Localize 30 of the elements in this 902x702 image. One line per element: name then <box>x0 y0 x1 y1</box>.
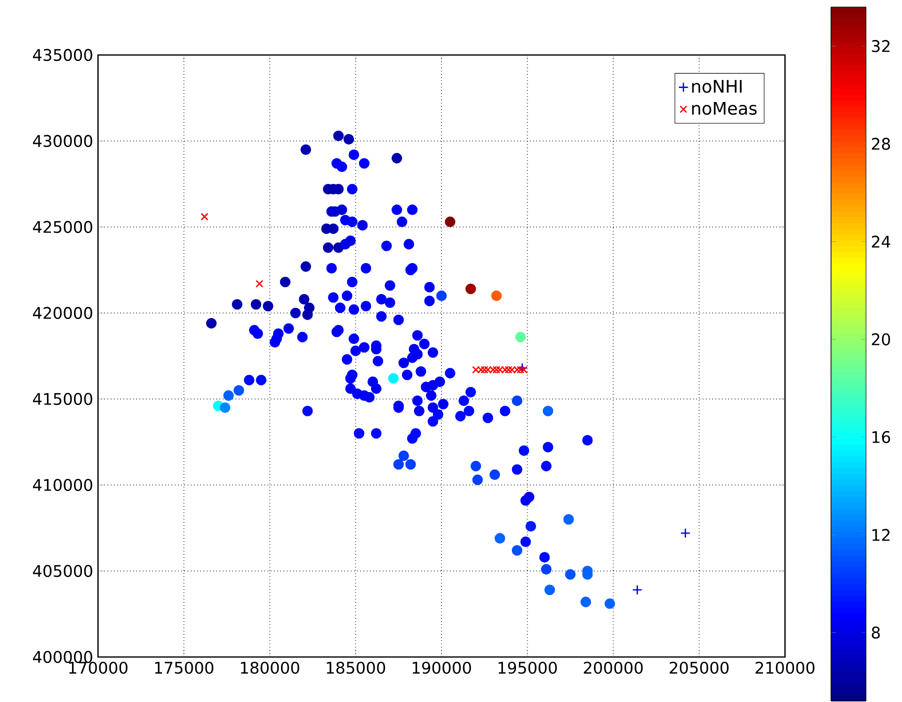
x-tick-label: 175000 <box>155 662 214 674</box>
point <box>632 584 642 596</box>
y-tick-label: 415000 <box>32 392 92 406</box>
x-tick-label: 200000 <box>584 662 643 674</box>
x-tick-label: 190000 <box>412 662 471 674</box>
x-tick-label: 205000 <box>670 662 729 674</box>
color-bar-label: 12 <box>872 528 890 541</box>
color-bar-label: 24 <box>872 236 890 248</box>
color-bar-label: 20 <box>872 333 890 346</box>
y-tick-label: 420000 <box>32 306 92 320</box>
legend-label: noMeas <box>692 102 757 115</box>
point <box>256 280 264 288</box>
y-tick-label: 410000 <box>32 478 92 492</box>
color-bar-label: 16 <box>872 431 890 444</box>
x-tick-label: 195000 <box>498 662 557 674</box>
x-tick-label: 210000 <box>756 662 814 674</box>
y-tick-label: 425000 <box>32 220 92 234</box>
color-bar-label: 28 <box>872 138 890 150</box>
point <box>680 528 691 538</box>
point <box>200 212 208 221</box>
color-bar-label: 8 <box>872 626 880 639</box>
y-tick-label: 405000 <box>32 564 92 578</box>
x-tick-label: 170000 <box>69 662 128 674</box>
y-tick-label: 400000 <box>32 650 92 664</box>
x-tick-label: 180000 <box>240 662 300 674</box>
x-tick-label: 185000 <box>326 662 386 674</box>
color-bar-label: 32 <box>872 40 890 52</box>
y-tick-label: 430000 <box>32 134 92 148</box>
y-tick-label: 435000 <box>32 48 92 62</box>
legend-label: noNHI <box>692 80 742 93</box>
